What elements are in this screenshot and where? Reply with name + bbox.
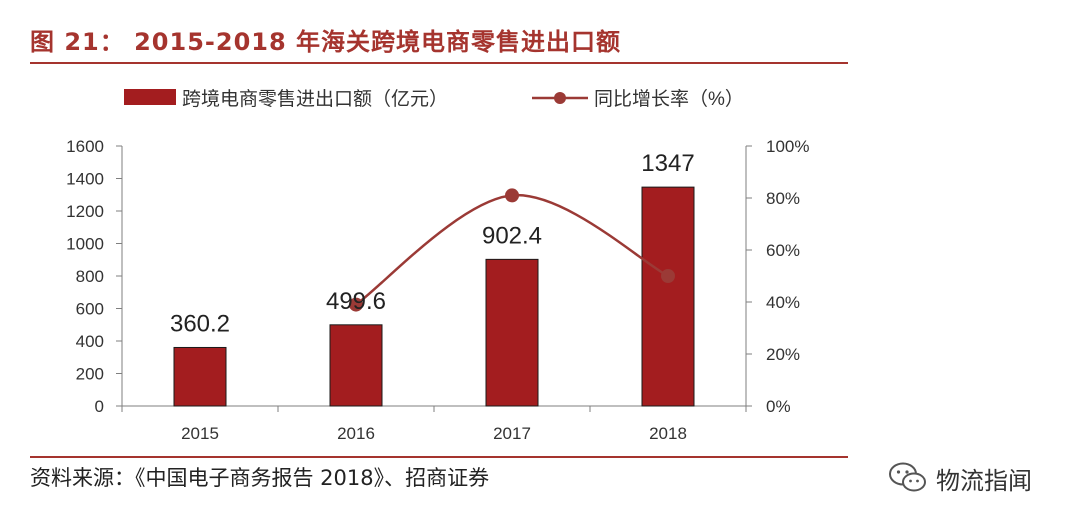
- bar-data-label: 902.4: [482, 222, 542, 249]
- bar-data-label: 360.2: [170, 310, 230, 337]
- footer-rule: [30, 456, 848, 458]
- y-right-tick-label: 100%: [766, 137, 809, 156]
- growth-point: [661, 269, 675, 283]
- x-tick-label: 2017: [493, 424, 531, 443]
- bar: [641, 186, 695, 407]
- y-left-tick-label: 1600: [66, 137, 104, 156]
- legend-bar-swatch: [124, 89, 176, 105]
- y-left-tick-label: 1200: [66, 202, 104, 221]
- y-right-tick-label: 0%: [766, 397, 791, 416]
- y-right-tick-label: 40%: [766, 293, 800, 312]
- watermark-text: 物流指闻: [936, 466, 1032, 495]
- y-left-tick-label: 600: [76, 300, 104, 319]
- wechat-icon: [889, 462, 926, 492]
- y-right-tick-label: 60%: [766, 241, 800, 260]
- watermark: 物流指闻: [888, 460, 1032, 496]
- y-left-tick-label: 400: [76, 332, 104, 351]
- growth-point: [349, 297, 363, 312]
- bar-data-label: 1347: [641, 150, 694, 177]
- bar: [329, 324, 383, 407]
- legend-bar-label: 跨境电商零售进出口额（亿元）: [182, 88, 448, 110]
- bar: [173, 346, 227, 407]
- y-left-tick-label: 1400: [66, 170, 104, 189]
- legend-line-marker: [554, 92, 566, 104]
- x-tick-label: 2018: [649, 424, 687, 443]
- y-left-tick-label: 0: [95, 397, 104, 416]
- legend-line-label: 同比增长率（%）: [594, 88, 744, 110]
- x-tick-label: 2016: [337, 424, 375, 443]
- legend: 跨境电商零售进出口额（亿元） 同比增长率（%）: [124, 88, 744, 110]
- chart-title: 图 21： 2015-2018 年海关跨境电商零售进出口额: [30, 28, 622, 56]
- source-note: 资料来源：《中国电子商务报告 2018》、招商证券: [30, 466, 490, 490]
- y-right-tick-label: 20%: [766, 345, 800, 364]
- x-tick-label: 2015: [181, 424, 219, 443]
- bar-data-label: 499.6: [326, 288, 386, 315]
- growth-point: [505, 188, 519, 203]
- title-underline: [30, 62, 848, 64]
- y-left-tick-label: 200: [76, 365, 104, 384]
- bar: [485, 258, 539, 407]
- y-left-tick-label: 800: [76, 267, 104, 286]
- y-right-tick-label: 80%: [766, 189, 800, 208]
- y-left-tick-label: 1000: [66, 235, 104, 254]
